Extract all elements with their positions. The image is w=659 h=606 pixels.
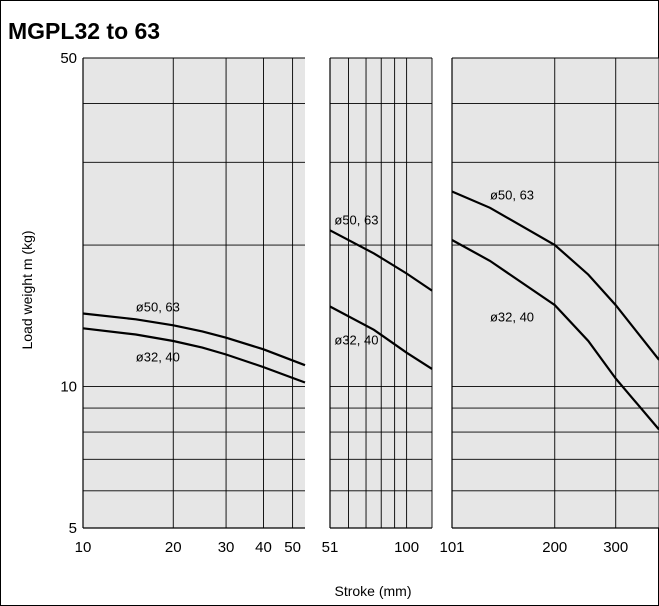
- series-line-phi50-63: [82, 312, 306, 367]
- y-tick-label: 10: [60, 379, 77, 396]
- series-label: ø50, 63: [490, 187, 534, 202]
- x-axis-title: Stroke (mm): [335, 583, 412, 599]
- x-tick-label: 200: [542, 539, 567, 556]
- y-tick-label: 5: [69, 520, 77, 537]
- panel-background-3: [452, 58, 659, 528]
- panel-background-1: [83, 58, 305, 528]
- y-axis-title: Load weight m (kg): [19, 230, 35, 349]
- series-line-phi50-63: [329, 229, 433, 292]
- x-tick-label: 300: [603, 539, 628, 556]
- series-line-phi32-40: [82, 327, 306, 384]
- x-tick-label: 30: [218, 539, 235, 556]
- series-line-phi32-40: [451, 239, 659, 431]
- x-tick-label: 100: [394, 539, 419, 556]
- series-line-phi50-63: [451, 190, 659, 361]
- title-bar: MGPL32 to 63: [0, 0, 659, 46]
- x-tick-label: 40: [255, 539, 272, 556]
- series-label: ø50, 63: [136, 299, 180, 314]
- x-tick-label: 20: [165, 539, 182, 556]
- series-label: ø50, 63: [334, 212, 378, 227]
- x-tick-label: 10: [75, 539, 92, 556]
- series-label: ø32, 40: [136, 349, 180, 364]
- series-label: ø32, 40: [334, 333, 378, 348]
- x-tick-label: 50: [284, 539, 301, 556]
- series-line-phi32-40: [329, 305, 433, 370]
- y-tick-label: 50: [60, 50, 77, 67]
- series-label: ø32, 40: [490, 309, 534, 324]
- x-tick-label: 101: [439, 539, 464, 556]
- chart-title: MGPL32 to 63: [8, 18, 161, 44]
- x-tick-label: 51: [322, 539, 339, 556]
